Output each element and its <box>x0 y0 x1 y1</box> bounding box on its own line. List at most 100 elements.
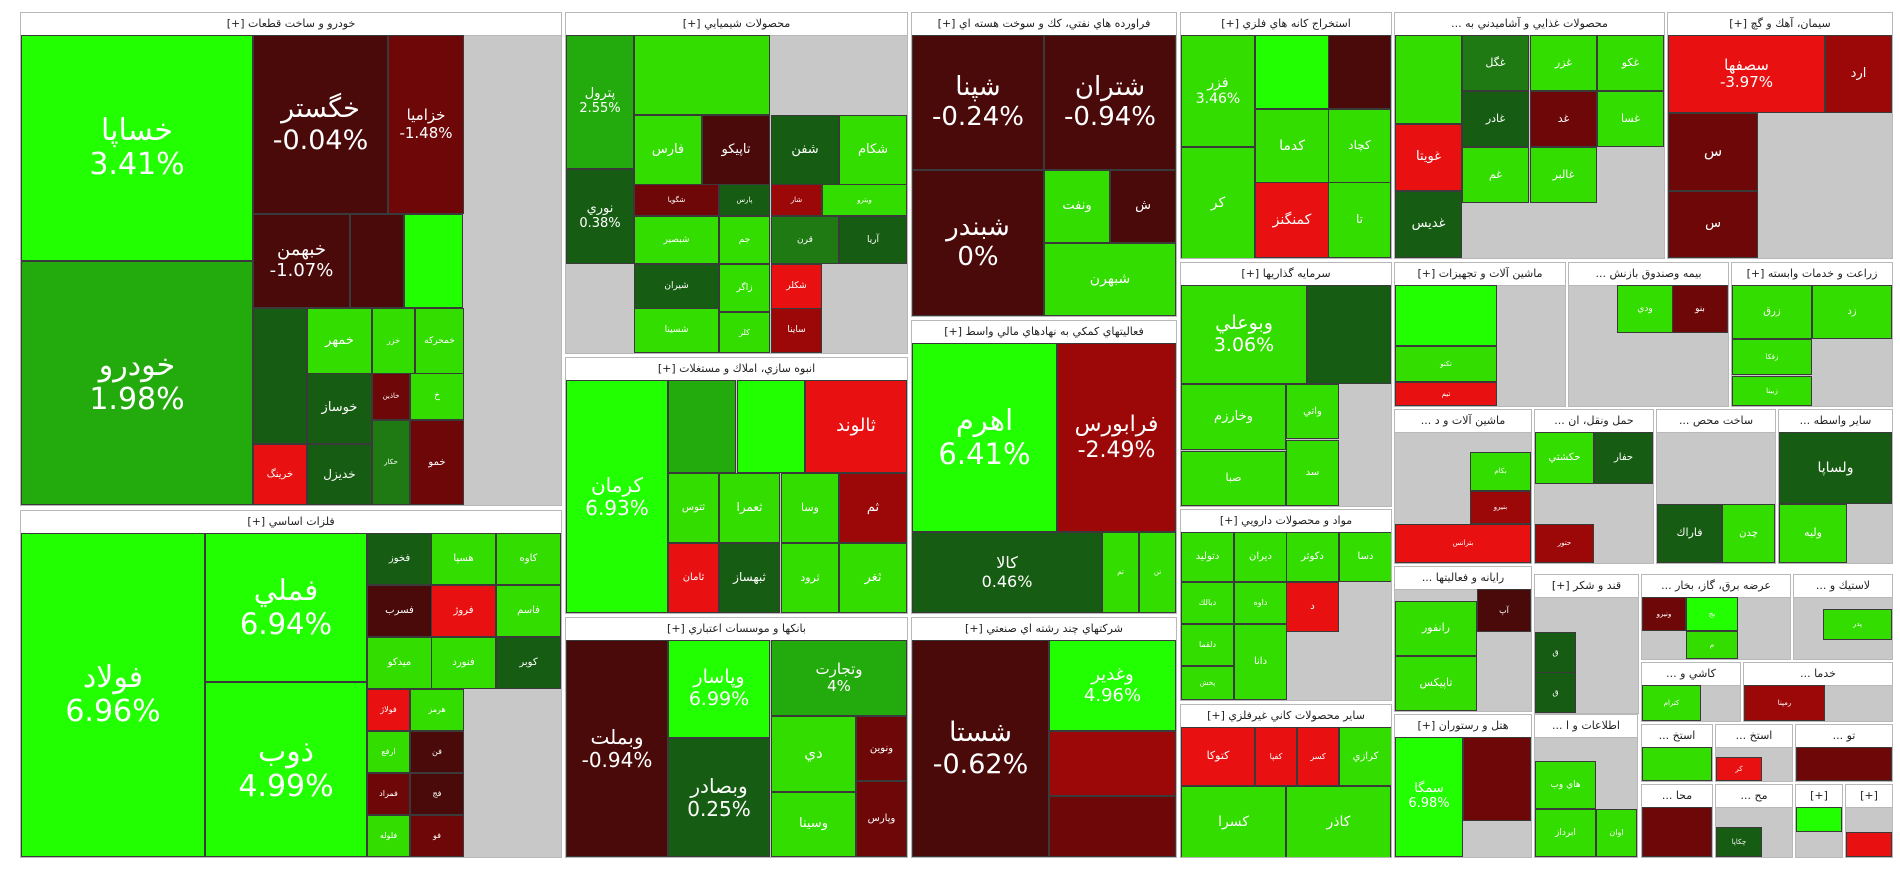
stock-tile[interactable]: فمراد <box>367 773 410 815</box>
sector-invest[interactable]: سرمايه گذاريها [+] وبوعلي 3.06% وخارزم واتي س… <box>1180 262 1392 507</box>
stock-tile[interactable]: خبهمن -1.07% <box>253 214 350 308</box>
stock-tile[interactable]: پدر <box>1823 609 1892 640</box>
stock-tile[interactable]: كرمان 6.93% <box>566 380 668 613</box>
sector-telecom[interactable]: محا ... <box>1641 784 1713 858</box>
stock-tile[interactable]: فروژ <box>431 585 496 637</box>
sector-nonmetal[interactable]: ساير محصولات كاني غيرفلزي [+] كتوكا كفپا كس… <box>1180 704 1392 858</box>
stock-tile[interactable]: ثتوس <box>668 473 719 543</box>
sector-title[interactable]: [+] <box>1796 785 1842 808</box>
stock-tile[interactable]: فلوله <box>367 815 410 857</box>
stock-tile[interactable]: كر <box>1716 757 1762 781</box>
stock-tile[interactable]: فرابورس -2.49% <box>1057 343 1176 532</box>
sector-utility[interactable]: عرضه برق، گاز، بخار ... بج ونيرو م <box>1641 574 1791 660</box>
stock-tile[interactable]: دبالك <box>1181 582 1234 624</box>
stock-tile[interactable]: كاذر <box>1286 786 1391 857</box>
stock-tile[interactable]: ثغر <box>839 543 907 613</box>
stock-tile[interactable]: وپارس <box>856 781 907 857</box>
stock-tile[interactable] <box>1796 747 1892 781</box>
stock-tile[interactable]: كر <box>1181 147 1255 258</box>
stock-tile[interactable]: خرينگ <box>253 444 307 505</box>
stock-tile[interactable] <box>350 214 404 308</box>
stock-tile[interactable]: خساپا 3.41% <box>21 35 253 261</box>
stock-tile[interactable]: كتوكا <box>1181 727 1255 786</box>
stock-tile[interactable]: كترام <box>1642 685 1701 721</box>
sector-mine2[interactable]: استخ ... <box>1641 724 1713 782</box>
stock-tile[interactable] <box>1307 285 1391 384</box>
stock-tile[interactable]: فولاد 6.96% <box>21 533 205 857</box>
stock-tile[interactable] <box>1255 35 1329 109</box>
stock-tile[interactable]: شكام <box>839 115 907 185</box>
stock-tile[interactable]: كاوه <box>496 533 561 585</box>
stock-tile[interactable]: تم <box>1102 532 1139 613</box>
sector-pharma[interactable]: مواد و محصولات دارويي [+] دتوليد ديران دكوث… <box>1180 509 1392 701</box>
stock-tile[interactable]: ثامان <box>668 543 719 613</box>
sector-services[interactable]: خدما ... رمپنا <box>1743 662 1893 722</box>
stock-tile[interactable]: وسينا <box>771 792 856 857</box>
stock-tile[interactable]: كفپا <box>1255 727 1297 786</box>
stock-tile[interactable]: بنيرو <box>1470 491 1531 524</box>
stock-tile[interactable]: دتوليد <box>1181 532 1234 582</box>
stock-tile[interactable] <box>1049 796 1176 857</box>
stock-tile[interactable]: شيران <box>634 264 719 309</box>
stock-tile[interactable]: فنورد <box>431 637 496 689</box>
stock-tile[interactable]: وبوعلي 3.06% <box>1181 285 1307 384</box>
stock-tile[interactable]: دي <box>771 716 856 792</box>
stock-tile[interactable]: ونيرو <box>1642 597 1686 631</box>
sector-title[interactable]: تو ... <box>1796 725 1892 748</box>
sector-misc2[interactable]: تو ... <box>1795 724 1893 782</box>
stock-tile[interactable]: ذوب 4.99% <box>205 682 367 857</box>
sector-title[interactable]: لاستيك و ... <box>1794 575 1892 598</box>
stock-tile[interactable]: تاپيكس <box>1395 656 1477 711</box>
stock-tile[interactable]: وخارزم <box>1181 384 1286 450</box>
stock-tile[interactable]: ثعمرا <box>719 473 780 543</box>
stock-tile[interactable]: دكوثر <box>1286 532 1339 582</box>
stock-tile[interactable]: غديس <box>1395 191 1462 258</box>
stock-tile[interactable]: قرن <box>771 216 839 264</box>
stock-tile[interactable]: غويتا <box>1395 124 1462 191</box>
stock-tile[interactable]: ثبهساز <box>719 543 780 613</box>
stock-tile[interactable]: فسرب <box>367 585 432 637</box>
stock-tile[interactable]: تا <box>1328 182 1391 258</box>
sector-title[interactable]: خدما ... <box>1744 663 1892 686</box>
stock-tile[interactable]: ميدكو <box>367 637 432 689</box>
sector-title[interactable]: استخ ... <box>1642 725 1712 748</box>
stock-tile[interactable]: حكار <box>372 420 410 505</box>
stock-tile[interactable]: پترول 2.55% <box>566 35 634 169</box>
stock-tile[interactable]: كرازي <box>1339 727 1391 786</box>
sector-title[interactable]: زراعت و خدمات وابسته [+] <box>1732 263 1892 286</box>
stock-tile[interactable]: ثم <box>839 473 907 543</box>
stock-tile[interactable] <box>1846 832 1892 857</box>
stock-tile[interactable]: خوساز <box>307 373 372 444</box>
stock-tile[interactable]: فارس <box>634 115 702 185</box>
stock-tile[interactable]: شپنا -0.24% <box>912 35 1044 170</box>
stock-tile[interactable]: غادر <box>1462 91 1529 147</box>
sector-mine3[interactable]: استخ ... كر <box>1715 724 1793 782</box>
stock-tile[interactable]: ونوين <box>856 716 907 781</box>
stock-tile[interactable]: شكلر <box>771 264 822 309</box>
stock-tile[interactable]: وبصادر 0.25% <box>668 738 770 857</box>
stock-tile[interactable]: وسا <box>781 473 839 543</box>
stock-tile[interactable]: كچاد <box>1328 109 1391 183</box>
sector-title[interactable]: عرضه برق، گاز، بخار ... <box>1642 575 1790 598</box>
stock-tile[interactable]: اوان <box>1596 809 1637 857</box>
stock-tile[interactable]: اهرم 6.41% <box>912 343 1057 532</box>
sector-title[interactable]: ساخت محص ... <box>1657 410 1775 433</box>
stock-tile[interactable]: فن <box>410 731 464 773</box>
stock-tile[interactable]: ارد <box>1825 35 1892 113</box>
stock-tile[interactable] <box>634 35 770 115</box>
sector-title[interactable]: فلزات اساسي [+] <box>21 511 561 534</box>
stock-tile[interactable] <box>1049 731 1176 796</box>
stock-tile[interactable]: جم <box>719 216 770 264</box>
sector-title[interactable]: ساير محصولات كاني غيرفلزي [+] <box>1181 705 1391 728</box>
sector-elec[interactable]: ماشين آلات و د ... بكام بنيرو بترانس <box>1394 409 1532 564</box>
sector-title[interactable]: مح ... <box>1716 785 1792 808</box>
stock-tile[interactable]: كوبر <box>496 637 561 689</box>
stock-tile[interactable]: شبصير <box>634 216 719 264</box>
sector-title[interactable]: بانكها و موسسات اعتباري [+] <box>566 618 907 641</box>
sector-banks[interactable]: بانكها و موسسات اعتباري [+] وبملت -0.94% وب… <box>565 617 908 858</box>
stock-tile[interactable]: فخوز <box>367 533 432 585</box>
sector-multi[interactable]: شركتهاي چند رشته اي صنعتي [+] شستا -0.62% و… <box>911 617 1177 858</box>
sector-hotel[interactable]: هتل و رستوران [+] سمگا 6.98% <box>1394 714 1532 858</box>
sector-build[interactable]: انبوه سازي، املاك و مستغلات [+] كرمان 6.93… <box>565 357 908 614</box>
sector-chem[interactable]: محصولات شيميايي [+] پترول 2.55% نوري 0.38% فا… <box>565 12 908 354</box>
